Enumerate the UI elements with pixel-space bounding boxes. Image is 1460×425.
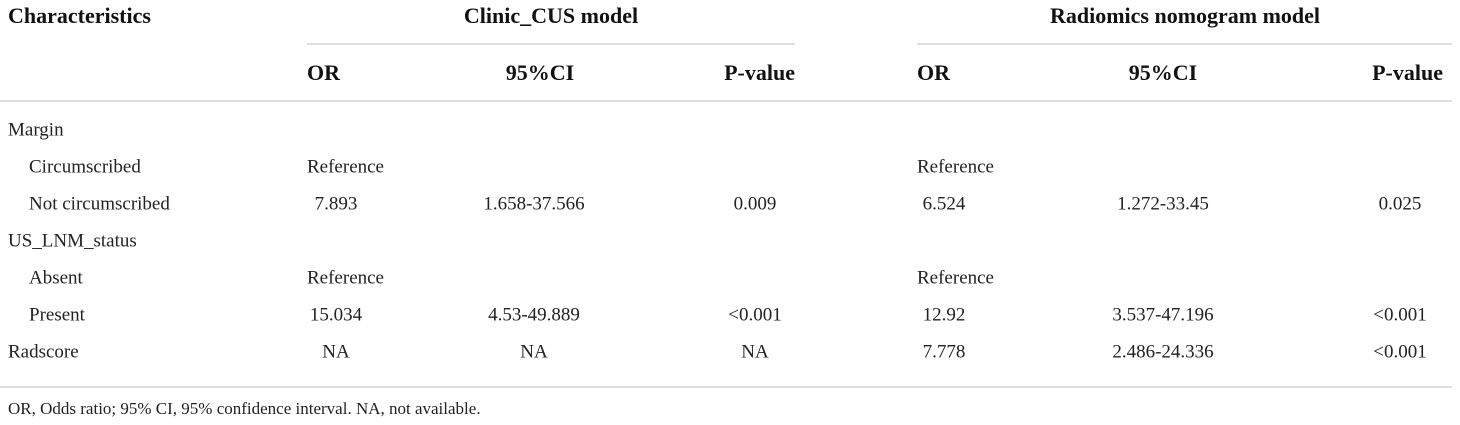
row-label: Not circumscribed [29,193,170,214]
table-cell: Reference [307,156,384,177]
column-header: OR [917,60,951,85]
table-cell: 15.034 [310,304,363,325]
table-cell: <0.001 [1373,304,1426,325]
group-header: Clinic_CUS model [464,3,638,28]
table-cell: 0.025 [1379,193,1422,214]
table-cell: 12.92 [923,304,966,325]
group-header: Radiomics nomogram model [1050,3,1320,28]
table-cell: Reference [917,156,994,177]
column-header: P-value [724,60,795,85]
table-cell: 1.658-37.566 [483,193,584,214]
row-label: Present [29,304,86,325]
table-cell: NA [322,341,350,362]
table-cell: Reference [307,267,384,288]
table-cell: 6.524 [923,193,966,214]
row-label: US_LNM_status [8,230,137,251]
table-cell: NA [741,341,769,362]
table-cell: 2.486-24.336 [1112,341,1213,362]
table-cell: <0.001 [728,304,781,325]
corner-header: Characteristics [8,3,151,28]
table-cell: 4.53-49.889 [488,304,580,325]
row-label: Circumscribed [29,156,141,177]
row-label: Absent [29,267,84,288]
table-cell: <0.001 [1373,341,1426,362]
column-header: P-value [1372,60,1443,85]
table-cell: 1.272-33.45 [1117,193,1209,214]
column-header: 95%CI [506,60,574,85]
row-label: Radscore [8,341,79,362]
footnote: OR, Odds ratio; 95% CI, 95% confidence i… [8,399,481,418]
table-cell: 0.009 [734,193,777,214]
column-header: OR [307,60,341,85]
row-label: Margin [8,119,64,140]
table-cell: 7.778 [923,341,966,362]
column-header: 95%CI [1129,60,1197,85]
table-cell: 3.537-47.196 [1112,304,1213,325]
table-cell: 7.893 [315,193,358,214]
table-cell: NA [520,341,548,362]
table-cell: Reference [917,267,994,288]
